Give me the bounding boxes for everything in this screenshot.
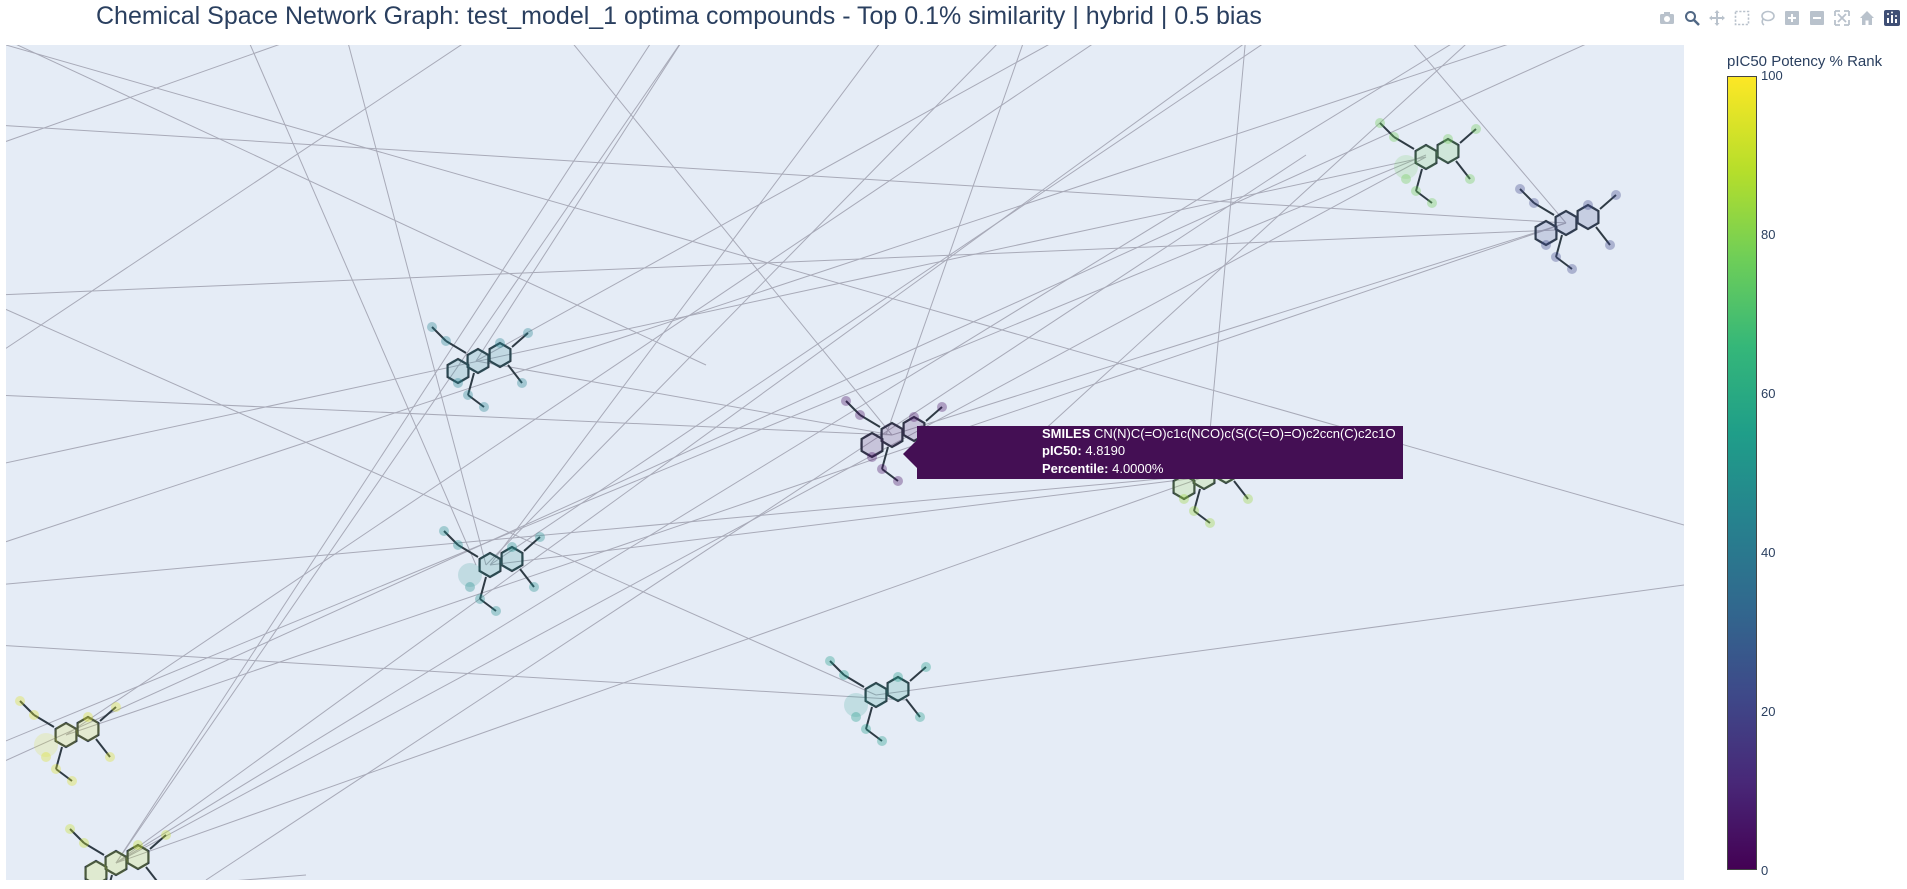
- network-edge: [6, 645, 907, 701]
- network-edge: [115, 45, 680, 864]
- network-edge: [6, 229, 1557, 296]
- network-edge: [485, 45, 997, 566]
- network-edge: [115, 45, 1451, 864]
- network-edge: [65, 45, 1093, 736]
- zoom-in-icon[interactable]: [1782, 8, 1801, 27]
- network-edge: [6, 125, 1567, 224]
- network-edge: [1005, 45, 1466, 466]
- colorbar-title: pIC50 Potency % Rank: [1727, 53, 1883, 70]
- colorbar-tick: 100: [1761, 68, 1783, 83]
- molecule-node[interactable]: [65, 824, 171, 880]
- network-edge: [348, 45, 487, 566]
- zoom-icon[interactable]: [1682, 8, 1701, 27]
- tooltip-percentile-value: 4.0000%: [1112, 461, 1164, 476]
- colorbar-tick: 40: [1761, 545, 1776, 560]
- colorbar-tick: 80: [1761, 227, 1776, 242]
- network-edge: [1413, 45, 1567, 224]
- network-edge: [6, 45, 1586, 762]
- tooltip-pic50-value: 4.8190: [1085, 443, 1126, 458]
- tooltip-smiles-value: CN(N)C(=O)c1c(NCO)c(S(C(=O)=O)c2ccn(C)c2…: [1094, 426, 1396, 441]
- tooltip-pic50-label: pIC50:: [1042, 443, 1082, 458]
- network-edge: [6, 308, 877, 696]
- network-edge: [115, 45, 651, 864]
- network-edge: [875, 584, 1684, 696]
- tooltip-arrow: [903, 440, 917, 468]
- network-plot-area[interactable]: SMILES CN(N)C(=O)c1c(NCO)c(S(C(=O)=O)c2c…: [6, 45, 1684, 880]
- camera-icon[interactable]: [1657, 8, 1676, 27]
- colorbar: [1727, 76, 1757, 870]
- pan-icon[interactable]: [1707, 8, 1726, 27]
- network-edge: [885, 45, 1024, 436]
- network-edge: [475, 45, 1049, 362]
- colorbar-tick: 0: [1761, 863, 1769, 878]
- molecule-node[interactable]: [15, 696, 121, 786]
- zoom-out-icon[interactable]: [1807, 8, 1826, 27]
- network-edge: [237, 874, 307, 880]
- molecule-node[interactable]: [439, 526, 545, 616]
- network-edge: [249, 45, 477, 566]
- molecule-node[interactable]: [427, 322, 533, 412]
- hover-tooltip: SMILES CN(N)C(=O)c1c(NCO)c(S(C(=O)=O)c2c…: [903, 426, 1403, 479]
- network-edge: [6, 45, 462, 349]
- modebar: [1657, 8, 1901, 27]
- autoscale-icon[interactable]: [1832, 8, 1851, 27]
- network-edge: [891, 222, 1567, 436]
- network-edge: [475, 45, 681, 362]
- network-edge: [115, 45, 1244, 864]
- molecule-node[interactable]: [1515, 184, 1621, 274]
- chart-title: Chemical Space Network Graph: test_model…: [96, 2, 1262, 30]
- network-edge: [6, 45, 280, 142]
- plotly-logo-icon[interactable]: [1882, 8, 1901, 27]
- network-edge: [573, 45, 893, 436]
- network-edge: [6, 474, 1205, 585]
- network-edge: [65, 222, 1567, 736]
- colorbar-tick: 20: [1761, 704, 1776, 719]
- home-icon[interactable]: [1857, 8, 1876, 27]
- network-edge: [205, 154, 1307, 880]
- network-edge: [1205, 45, 1246, 476]
- tooltip-smiles-label: SMILES: [1042, 426, 1091, 441]
- network-edge: [489, 45, 1263, 566]
- lasso-select-icon[interactable]: [1757, 8, 1776, 27]
- network-edge: [475, 360, 893, 436]
- network-edge: [16, 45, 707, 366]
- network-edge: [489, 45, 880, 566]
- network-edge: [115, 476, 1205, 864]
- box-select-icon[interactable]: [1732, 8, 1751, 27]
- molecule-node[interactable]: [825, 656, 931, 746]
- network-edge: [6, 45, 1508, 543]
- network-edge: [6, 45, 1684, 526]
- network-edge: [6, 394, 893, 436]
- network-edge: [6, 154, 1427, 742]
- network-edge: [489, 476, 1205, 566]
- colorbar-tick: 60: [1761, 386, 1776, 401]
- molecule-node[interactable]: [1375, 118, 1481, 208]
- network-graph[interactable]: [6, 45, 1684, 880]
- network-edge: [115, 156, 1427, 864]
- tooltip-percentile-label: Percentile:: [1042, 461, 1109, 476]
- network-edge: [6, 156, 1427, 464]
